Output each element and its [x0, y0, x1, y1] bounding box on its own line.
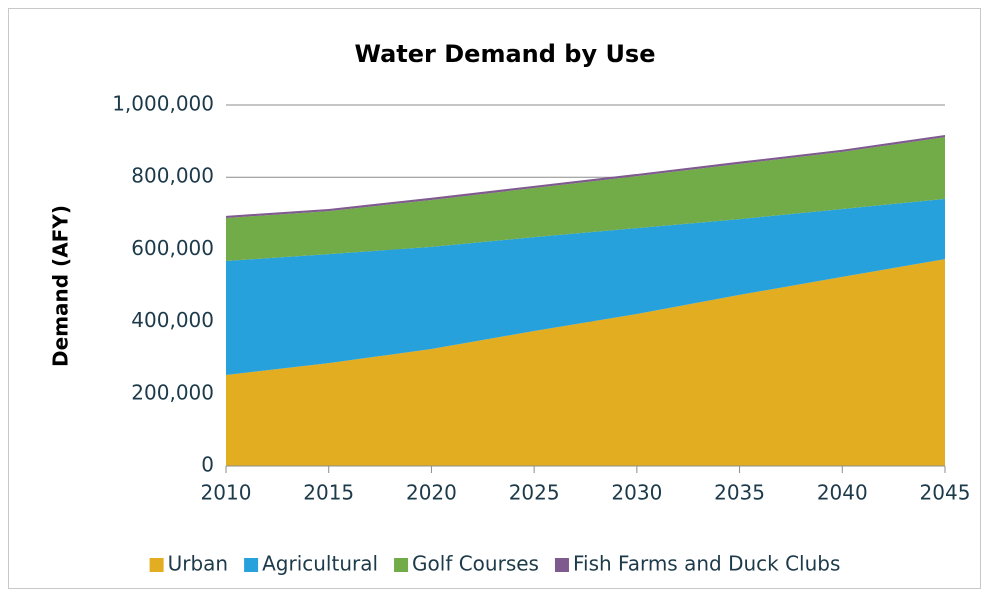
x-tick-label: 2045 [920, 481, 971, 505]
legend-item: Urban [149, 552, 229, 576]
legend-swatch [244, 558, 259, 572]
x-tick-label: 2010 [201, 481, 252, 505]
area [226, 198, 945, 376]
legend-label: Agricultural [262, 552, 378, 576]
chart-title: Water Demand by Use [354, 40, 655, 68]
y-axis-label: Demand (AFY) [49, 205, 73, 367]
legend-label: Urban [168, 552, 229, 576]
x-tick-label: 2030 [611, 481, 662, 505]
x-tick-label: 2040 [817, 481, 868, 505]
legend-swatch [149, 558, 164, 572]
x-tick-label: 2035 [714, 481, 765, 505]
area [226, 137, 945, 261]
y-tick-label: 1,000,000 [112, 92, 214, 116]
y-tick-label: 600,000 [131, 236, 214, 260]
y-tick-label: 200,000 [131, 380, 214, 404]
legend-label: Golf Courses [412, 552, 539, 576]
legend-label: Fish Farms and Duck Clubs [573, 552, 840, 576]
y-tick-label: 800,000 [131, 164, 214, 188]
legend-swatch [554, 558, 569, 572]
legend-item: Agricultural [244, 552, 378, 576]
area [226, 259, 945, 466]
x-tick-label: 2020 [406, 481, 457, 505]
x-tick-label: 2025 [509, 481, 560, 505]
legend-swatch [394, 558, 409, 572]
x-tick-label: 2015 [303, 481, 354, 505]
legend-item: Fish Farms and Duck Clubs [554, 552, 840, 576]
legend-item: Golf Courses [394, 552, 539, 576]
y-tick-label: 0 [201, 453, 214, 477]
y-tick-label: 400,000 [131, 308, 214, 332]
